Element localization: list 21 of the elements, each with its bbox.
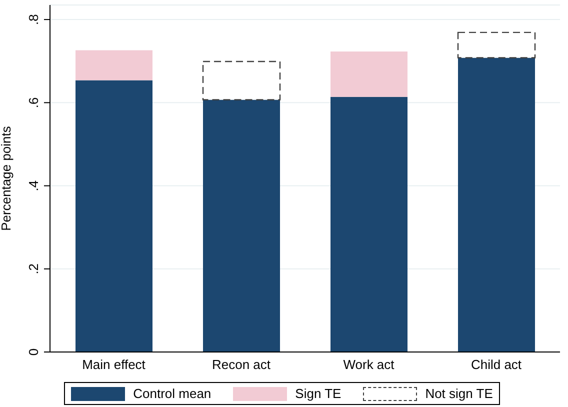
y-axis-title: Percentage points [0,126,14,231]
legend-label: Not sign TE [425,386,493,401]
x-tick-label: Recon act [212,357,271,372]
bar [76,50,152,80]
x-tick-label: Work act [343,357,395,372]
y-tick-label: .6 [26,97,41,108]
legend-label: Control mean [133,386,212,401]
bar [458,58,535,352]
y-tick-label: .2 [26,263,41,274]
x-tick-label: Child act [470,357,522,372]
bar [76,80,152,352]
y-tick-label: 0 [26,348,41,356]
y-tick-label: .8 [26,14,41,25]
bar [330,52,408,97]
y-tick-label: .4 [26,180,41,192]
bar [330,96,408,352]
bar [203,100,280,352]
x-tick-label: Main effect [82,357,146,372]
bar [202,60,281,100]
legend-label: Sign TE [295,386,342,401]
bar [457,32,536,58]
